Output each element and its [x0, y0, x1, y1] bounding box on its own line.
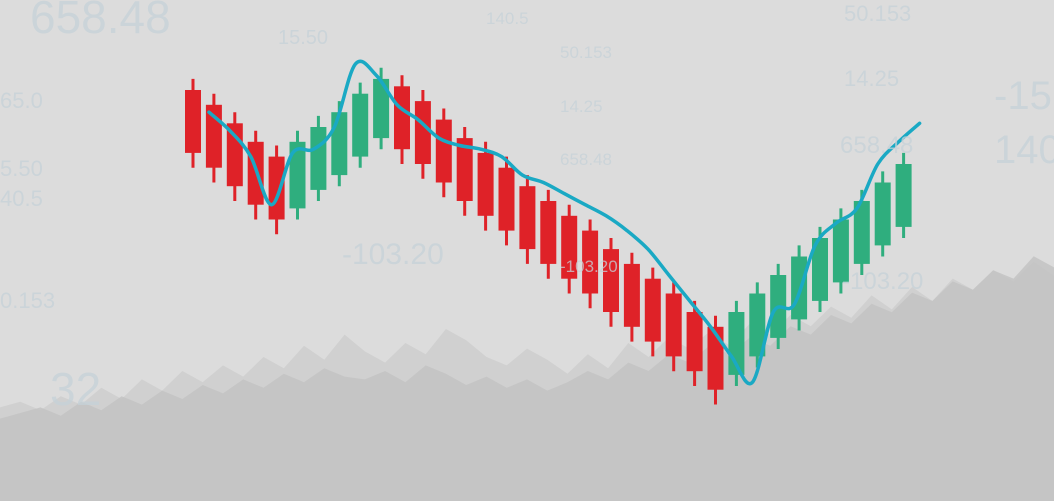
- background-number: 40.5: [0, 186, 43, 211]
- bearish-candle: [644, 267, 661, 357]
- bullish-candle: [895, 152, 912, 238]
- bearish-candle: [498, 156, 515, 246]
- candle-body: [832, 219, 849, 283]
- background-number: 50.153: [560, 43, 612, 62]
- candle-body: [310, 127, 327, 190]
- background-number: 658.48: [560, 150, 612, 169]
- candle-body: [853, 201, 870, 264]
- trend-line-layer: [207, 59, 922, 386]
- background-number: 32: [50, 363, 102, 415]
- bearish-candle: [477, 141, 494, 231]
- bullish-candle: [310, 115, 327, 201]
- candle-body: [373, 78, 390, 139]
- bearish-candle: [456, 127, 473, 216]
- bearish-candle: [247, 130, 264, 220]
- candle-body: [456, 138, 473, 201]
- background-number: 50.153: [844, 1, 912, 26]
- trend-line: [207, 59, 922, 386]
- bearish-candle: [561, 204, 578, 294]
- candle-body: [812, 238, 828, 301]
- bearish-candle: [540, 189, 557, 279]
- bearish-candle: [665, 282, 682, 372]
- bearish-candle: [394, 75, 410, 164]
- bullish-candle: [812, 226, 828, 312]
- background-area: [0, 256, 1054, 501]
- background-number: -15: [994, 74, 1052, 118]
- bearish-candle: [582, 219, 599, 309]
- background-number: -103.20: [342, 238, 444, 271]
- background-area-layer: [0, 256, 1054, 501]
- candle-body: [874, 182, 891, 246]
- candle-body: [519, 186, 536, 250]
- candle-body: [665, 293, 682, 357]
- bullish-candle: [874, 171, 891, 257]
- candle-body: [895, 164, 912, 227]
- bearish-candle: [707, 315, 724, 405]
- candle-body: [686, 312, 703, 372]
- background-number: 14.25: [844, 66, 900, 91]
- candle-body: [623, 263, 640, 327]
- bearish-candle: [268, 145, 285, 235]
- candle-body: [352, 93, 369, 157]
- candle-body: [185, 90, 201, 153]
- candle-body: [561, 215, 578, 279]
- bearish-candle: [519, 175, 536, 264]
- candle-body: [707, 326, 724, 390]
- bearish-candle: [226, 112, 243, 201]
- candle-body: [749, 293, 766, 357]
- candle-body: [582, 230, 599, 294]
- candle-body: [644, 278, 661, 342]
- candle-body: [289, 141, 306, 209]
- candle-body: [331, 112, 348, 176]
- candle-body: [477, 152, 494, 216]
- bullish-candle: [853, 189, 870, 275]
- candle-body: [540, 201, 557, 264]
- candle-body: [268, 156, 285, 220]
- candle-body: [394, 86, 410, 150]
- bearish-candle: [414, 90, 431, 179]
- background-number: 140: [994, 128, 1054, 172]
- background-number: 658.48: [30, 0, 171, 43]
- background-number: 658.48: [840, 132, 914, 159]
- candle-body: [414, 101, 431, 164]
- candle-body: [435, 119, 452, 183]
- bullish-candle: [289, 130, 306, 220]
- bearish-candle: [623, 252, 640, 342]
- candle-body: [498, 167, 515, 231]
- candle-body: [226, 123, 243, 187]
- bullish-candle: [749, 282, 766, 368]
- bearish-candle: [603, 238, 619, 327]
- bearish-candle: [435, 108, 452, 198]
- background-number: -103.20: [842, 268, 924, 295]
- background-number: -103.20: [560, 257, 618, 276]
- background-number: 0.153: [0, 288, 56, 313]
- background-number: 14.25: [560, 97, 603, 116]
- background-number: 65.0: [0, 88, 43, 113]
- background-number: 140.5: [486, 9, 529, 28]
- bullish-candle: [352, 82, 369, 168]
- bullish-candle: [832, 208, 849, 294]
- bearish-candle: [205, 93, 222, 183]
- background-number: 5.50: [0, 156, 43, 181]
- candle-body: [603, 249, 619, 312]
- bearish-candle: [686, 300, 703, 386]
- background-number: 15.50: [278, 27, 329, 49]
- bearish-candle: [185, 78, 201, 168]
